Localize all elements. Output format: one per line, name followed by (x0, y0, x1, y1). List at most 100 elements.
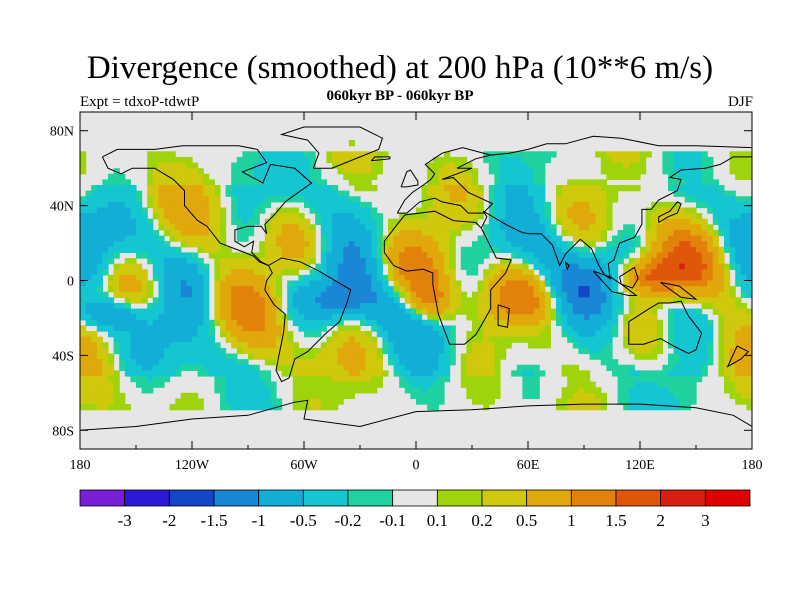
field-cell (281, 213, 288, 220)
field-cell (477, 336, 484, 343)
field-cell (208, 246, 215, 254)
field-cell (304, 156, 311, 164)
field-cell (505, 336, 512, 343)
field-cell (696, 235, 703, 242)
field-cell (572, 258, 579, 265)
field-cell (214, 252, 221, 259)
field-cell (248, 381, 255, 388)
field-cell (388, 252, 395, 259)
field-cell (516, 201, 523, 209)
field-cell (690, 359, 697, 366)
field-cell (584, 286, 591, 293)
field-cell (735, 252, 742, 259)
field-cell (253, 269, 260, 276)
field-cell (192, 168, 199, 175)
field-cell (102, 235, 109, 242)
field-cell (343, 207, 350, 214)
field-cell (746, 224, 752, 231)
field-cell (315, 364, 322, 371)
field-cell (214, 224, 221, 231)
field-cell (533, 235, 540, 242)
field-cell (248, 162, 255, 169)
field-cell (696, 297, 703, 304)
field-cell (152, 246, 159, 254)
field-cell (236, 331, 243, 338)
field-cell (376, 241, 383, 248)
field-cell (494, 168, 501, 175)
field-cell (287, 179, 294, 186)
field-cell (533, 336, 540, 343)
field-cell (472, 398, 479, 405)
field-cell (332, 353, 339, 360)
field-cell (102, 404, 109, 411)
field-cell (528, 201, 535, 209)
field-cell (332, 280, 339, 287)
field-cell (197, 258, 204, 265)
field-cell (595, 342, 602, 349)
field-cell (729, 246, 736, 254)
field-cell (315, 207, 322, 214)
field-cell (421, 364, 428, 371)
field-cell (309, 156, 316, 164)
field-cell (231, 162, 238, 169)
field-cell (673, 241, 680, 248)
field-cell (584, 387, 591, 394)
field-cell (449, 280, 456, 287)
field-cell (522, 387, 529, 394)
field-cell (628, 331, 635, 338)
field-cell (180, 173, 187, 180)
field-cell (483, 336, 490, 343)
field-cell (337, 291, 344, 298)
field-cell (421, 201, 428, 209)
field-cell (320, 359, 327, 366)
field-cell (186, 342, 193, 349)
field-cell (634, 263, 641, 270)
field-cell (270, 252, 277, 259)
field-cell (556, 246, 563, 254)
field-cell (494, 213, 501, 220)
field-cell (416, 213, 423, 220)
field-cell (130, 263, 137, 270)
field-cell (248, 291, 255, 298)
field-cell (292, 364, 299, 371)
field-cell (584, 224, 591, 231)
field-cell (259, 319, 266, 327)
field-cell (259, 156, 266, 164)
field-cell (466, 364, 473, 371)
field-cell (175, 207, 182, 214)
field-cell (488, 291, 495, 298)
field-cell (668, 387, 675, 394)
field-cell (724, 347, 731, 355)
field-cell (701, 173, 708, 180)
field-cell (556, 286, 563, 293)
field-cell (684, 314, 691, 321)
field-cell (572, 263, 579, 270)
field-cell (287, 252, 294, 259)
field-cell (287, 280, 294, 287)
field-cell (668, 353, 675, 360)
field-cell (572, 274, 579, 282)
field-cell (612, 258, 619, 265)
field-cell (460, 213, 467, 220)
field-cell (292, 218, 299, 225)
field-cell (511, 336, 518, 343)
field-cell (466, 252, 473, 259)
field-cell (337, 246, 344, 254)
field-cell (494, 229, 501, 237)
field-cell (276, 196, 283, 203)
field-cell (208, 218, 215, 225)
field-cell (186, 347, 193, 355)
field-cell (192, 185, 199, 192)
field-cell (444, 229, 451, 237)
field-cell (735, 201, 742, 209)
field-cell (724, 364, 731, 371)
field-cell (488, 168, 495, 175)
field-cell (735, 258, 742, 265)
field-cell (309, 168, 316, 175)
field-cell (707, 168, 714, 175)
field-cell (505, 173, 512, 180)
field-cell (270, 347, 277, 355)
field-cell (80, 224, 87, 231)
field-cell (662, 213, 669, 220)
field-cell (365, 347, 372, 355)
